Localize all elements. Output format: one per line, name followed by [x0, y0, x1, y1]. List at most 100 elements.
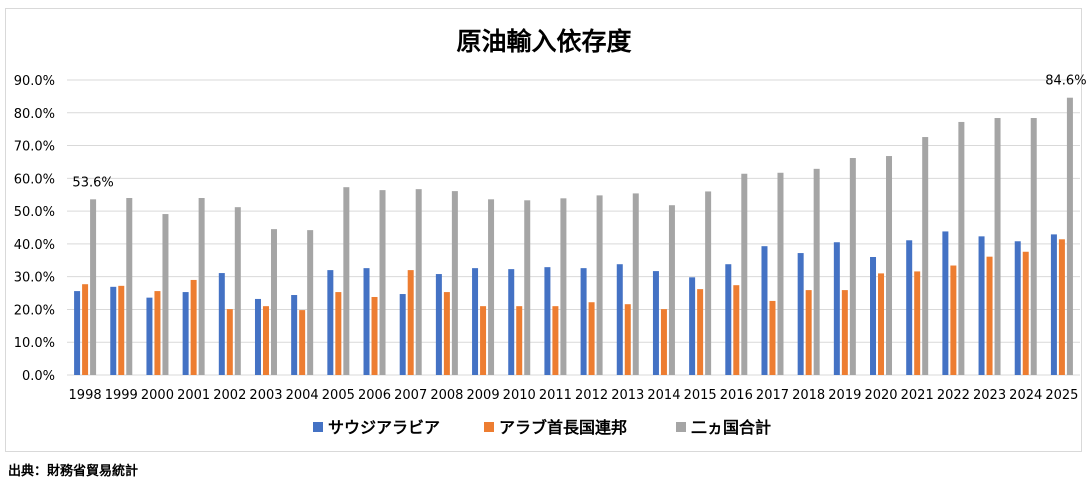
bar-二ヵ国合計-2021 [922, 137, 929, 375]
bar-アラブ首長国連邦-2017 [769, 300, 776, 375]
bar-二ヵ国合計-2024 [1030, 118, 1037, 376]
bar-二ヵ国合計-2007 [415, 189, 422, 375]
x-tick-label: 2018 [792, 388, 825, 403]
bar-サウジアラビア-2021 [906, 240, 913, 375]
x-tick-label: 2008 [430, 388, 463, 403]
bar-サウジアラビア-1999 [110, 286, 117, 375]
bar-二ヵ国合計-2008 [451, 191, 458, 375]
bar-二ヵ国合計-2001 [198, 198, 205, 375]
bar-二ヵ国合計-2005 [343, 187, 350, 375]
bar-二ヵ国合計-2022 [958, 121, 965, 375]
bar-アラブ首長国連邦-2002 [226, 309, 233, 375]
bar-アラブ首長国連邦-2025 [1058, 239, 1065, 375]
x-tick-label: 2024 [1009, 388, 1042, 403]
bar-二ヵ国合計-2004 [307, 230, 314, 375]
bar-サウジアラビア-2015 [689, 277, 696, 375]
x-tick-label: 2011 [539, 388, 572, 403]
x-tick-label: 1998 [69, 388, 102, 403]
bar-アラブ首長国連邦-2019 [841, 290, 848, 375]
bar-二ヵ国合計-2023 [994, 118, 1001, 376]
bar-二ヵ国合計-2018 [813, 168, 820, 375]
y-tick-label: 30.0% [14, 271, 55, 286]
bar-サウジアラビア-2001 [182, 292, 189, 375]
legend-label: 二ヵ国合計 [691, 418, 771, 437]
bar-二ヵ国合計-2012 [596, 195, 603, 375]
legend-label: アラブ首長国連邦 [499, 418, 627, 437]
x-tick-label: 2007 [394, 388, 427, 403]
legend-swatch [484, 422, 494, 432]
x-tick-label: 2001 [177, 388, 210, 403]
bar-アラブ首長国連邦-2000 [154, 291, 161, 375]
bar-アラブ首長国連邦-2006 [371, 296, 378, 375]
data-label: 84.6% [1045, 74, 1086, 89]
bar-二ヵ国合計-1999 [126, 198, 133, 375]
y-tick-label: 80.0% [14, 107, 55, 122]
legend-swatch [676, 422, 686, 432]
bar-二ヵ国合計-2014 [668, 205, 675, 375]
x-tick-label: 2017 [756, 388, 789, 403]
y-tick-label: 90.0% [14, 74, 55, 89]
chart-frame [5, 8, 1082, 452]
bar-アラブ首長国連邦-2010 [516, 306, 523, 375]
bar-アラブ首長国連邦-1999 [118, 285, 125, 375]
bar-アラブ首長国連邦-2015 [697, 289, 704, 375]
bar-アラブ首長国連邦-2023 [986, 256, 993, 375]
bar-アラブ首長国連邦-2009 [480, 306, 487, 375]
bar-二ヵ国合計-2011 [560, 198, 567, 375]
bar-サウジアラビア-1998 [74, 291, 81, 375]
source-note: 出典：財務省貿易統計 [8, 464, 139, 479]
bar-アラブ首長国連邦-2008 [443, 292, 450, 375]
bar-二ヵ国合計-1998 [90, 199, 97, 375]
bar-アラブ首長国連邦-2004 [299, 310, 306, 375]
bar-サウジアラビア-2008 [435, 274, 442, 375]
y-tick-label: 60.0% [14, 172, 55, 187]
bar-二ヵ国合計-2006 [379, 190, 386, 375]
y-tick-label: 50.0% [14, 205, 55, 220]
y-tick-label: 10.0% [14, 336, 55, 351]
bar-アラブ首長国連邦-2001 [190, 279, 197, 375]
x-tick-label: 2020 [864, 388, 897, 403]
bar-アラブ首長国連邦-2013 [624, 304, 631, 375]
data-label: 53.6% [72, 175, 113, 190]
bar-サウジアラビア-2019 [833, 242, 840, 375]
bar-サウジアラビア-2000 [146, 297, 153, 375]
y-tick-label: 70.0% [14, 140, 55, 155]
bar-サウジアラビア-2004 [291, 295, 298, 375]
bar-アラブ首長国連邦-1998 [82, 284, 89, 375]
x-tick-label: 2016 [720, 388, 753, 403]
bar-サウジアラビア-2011 [544, 267, 551, 375]
bar-サウジアラビア-2022 [942, 231, 949, 375]
bar-二ヵ国合計-2009 [488, 199, 495, 375]
x-tick-label: 2015 [684, 388, 717, 403]
x-tick-label: 2012 [575, 388, 608, 403]
x-tick-label: 2004 [286, 388, 319, 403]
bar-サウジアラビア-2012 [580, 268, 587, 375]
y-tick-label: 40.0% [14, 238, 55, 253]
bar-サウジアラビア-2003 [254, 298, 261, 375]
bar-二ヵ国合計-2003 [270, 229, 277, 375]
bar-二ヵ国合計-2020 [886, 156, 893, 375]
bar-サウジアラビア-2018 [797, 253, 804, 375]
x-tick-label: 2014 [647, 388, 680, 403]
bar-アラブ首長国連邦-2014 [660, 309, 667, 375]
bar-サウジアラビア-2005 [327, 270, 334, 375]
bar-二ヵ国合計-2016 [741, 173, 748, 375]
chart-title: 原油輸入依存度 [456, 27, 631, 56]
x-tick-label: 2013 [611, 388, 644, 403]
y-tick-label: 0.0% [22, 369, 55, 384]
x-tick-label: 2003 [249, 388, 282, 403]
bar-サウジアラビア-2025 [1050, 234, 1057, 375]
bar-アラブ首長国連邦-2022 [950, 265, 957, 375]
bar-アラブ首長国連邦-2007 [407, 270, 414, 375]
bar-サウジアラビア-2023 [978, 236, 985, 375]
x-tick-label: 2021 [901, 388, 934, 403]
bar-サウジアラビア-2013 [616, 264, 623, 375]
y-tick-label: 20.0% [14, 303, 55, 318]
x-tick-label: 2009 [467, 388, 500, 403]
bar-二ヵ国合計-2015 [705, 191, 712, 375]
bar-サウジアラビア-2009 [472, 268, 479, 375]
bar-アラブ首長国連邦-2011 [552, 306, 559, 375]
bar-二ヵ国合計-2010 [524, 200, 531, 375]
bar-アラブ首長国連邦-2024 [1022, 251, 1029, 375]
